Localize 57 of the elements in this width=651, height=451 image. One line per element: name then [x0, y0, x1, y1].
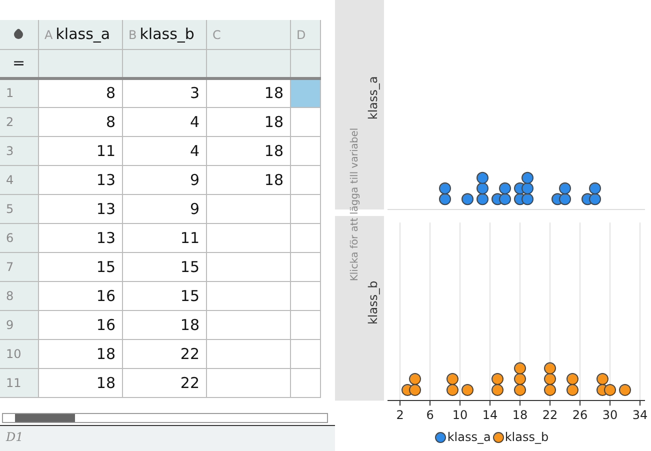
data-label: 15: [122, 281, 206, 310]
text: C: [212, 28, 221, 42]
data-label: 4: [122, 136, 206, 165]
x-tick-label: 30: [602, 408, 618, 422]
legend-label: klass_a: [446, 430, 491, 444]
text: D1: [6, 430, 24, 444]
x-tick-label: 2: [396, 408, 404, 422]
x-tick-label: 18: [512, 408, 528, 422]
data-label: 3: [122, 78, 206, 107]
data-label: 11: [38, 136, 122, 165]
y-tick-label: 9: [0, 310, 38, 339]
text: B: [128, 28, 137, 42]
text: D: [296, 28, 306, 42]
data-label: 15: [38, 252, 122, 281]
y-tick-label: 4: [0, 165, 38, 194]
y-tick-label: 3: [0, 136, 38, 165]
data-label: 8: [38, 107, 122, 136]
data-label: 18: [38, 368, 122, 397]
data-label: 18: [122, 310, 206, 339]
y-tick-label: 7: [0, 252, 38, 281]
y-axis-title: klass_b: [366, 280, 380, 325]
y-tick-label: 1: [0, 78, 38, 107]
data-label: 4: [122, 107, 206, 136]
data-label: 18: [206, 107, 290, 136]
data-label: 13: [38, 165, 122, 194]
data-label: 22: [122, 339, 206, 368]
data-label: 13: [38, 223, 122, 252]
data-label: 18: [206, 136, 290, 165]
data-label: 16: [38, 281, 122, 310]
y-axis-title: klass_a: [366, 76, 380, 120]
data-label: 9: [122, 194, 206, 223]
data-label: 18: [38, 339, 122, 368]
data-label: 22: [122, 368, 206, 397]
y-tick-label: 11: [0, 368, 38, 397]
legend-label: klass_b: [504, 430, 549, 444]
x-tick-label: 10: [452, 408, 468, 422]
text: A: [44, 28, 53, 42]
data-label: 8: [38, 78, 122, 107]
y-tick-label: 5: [0, 194, 38, 223]
data-label: 11: [122, 223, 206, 252]
annotation: Klicka för att lägga till variabel: [350, 126, 360, 284]
x-tick-label: 6: [426, 408, 434, 422]
x-tick-label: 34: [632, 408, 648, 422]
data-label: 18: [206, 78, 290, 107]
y-tick-label: 8: [0, 281, 38, 310]
y-tick-label: 2: [0, 107, 38, 136]
y-tick-label: 10: [0, 339, 38, 368]
text: =: [0, 49, 38, 78]
data-label: 18: [206, 165, 290, 194]
x-tick-label: 14: [482, 408, 498, 422]
data-label: 9: [122, 165, 206, 194]
data-label: 13: [38, 194, 122, 223]
y-tick-label: 6: [0, 223, 38, 252]
data-label: 16: [38, 310, 122, 339]
data-label: 15: [122, 252, 206, 281]
x-tick-label: 22: [542, 408, 558, 422]
x-tick-label: 26: [572, 408, 588, 422]
